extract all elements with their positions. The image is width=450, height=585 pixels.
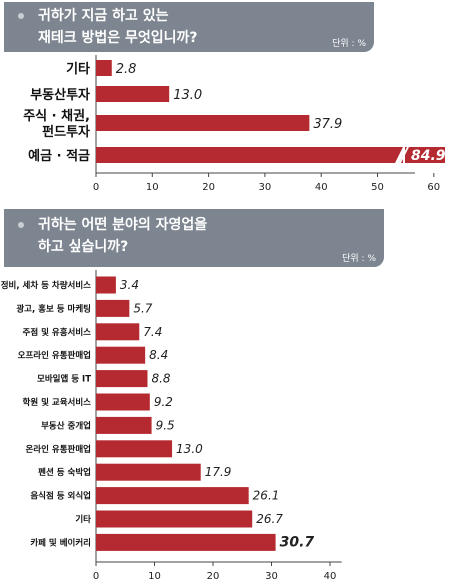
chart-1-title-line-2: 재테크 방법은 무엇입니까? [38, 30, 198, 46]
category-label: 카페 및 베이커리 [30, 537, 91, 548]
value-label: 13.0 [176, 442, 203, 456]
chart-2-title-box: 귀하는 어떤 분야의 자영업을 하고 싶습니까? 단위 : % [4, 209, 384, 267]
bar-3 [96, 147, 403, 163]
value-label: 3.4 [120, 278, 139, 292]
chart-2-unit: 단위 : % [342, 254, 376, 264]
bar-5 [96, 393, 150, 411]
bar-1 [96, 299, 130, 317]
bar-0 [96, 276, 116, 294]
axis-break-mark [395, 147, 407, 163]
chart-2-title-line-2: 하고 싶습니까? [38, 239, 129, 255]
chart-1-panel: 귀하가 지금 하고 있는 재테크 방법은 무엇입니까? 단위 : % 0 10 20… [0, 0, 450, 200]
x-tick-label: 10 [146, 182, 159, 193]
value-label: 17.9 [205, 465, 232, 479]
chart-2-panel: 귀하는 어떤 분야의 자영업을 하고 싶습니까? 단위 : % 0 10 20 30 4… [0, 205, 450, 585]
bar-3 [96, 346, 146, 364]
value-label: 30.7 [280, 534, 315, 550]
value-label: 7.4 [143, 325, 162, 339]
category-label: 예금 · 적금 [28, 148, 90, 164]
x-tick-label: 40 [324, 571, 337, 582]
category-label: 학원 및 교육서비스 [23, 397, 92, 408]
bar-8 [96, 463, 201, 481]
category-label: 기타 [66, 61, 90, 77]
category-label: 펜션 등 숙박업 [38, 467, 91, 478]
category-label: 펀드투자 [42, 124, 90, 140]
value-label: 9.5 [156, 418, 175, 432]
bar-3-tail [405, 147, 445, 163]
title-bullet-icon [18, 13, 24, 19]
bar-4 [96, 370, 148, 388]
x-tick-label: 40 [315, 182, 328, 193]
category-label: 오프라인 유통판매업 [18, 350, 91, 361]
category-label: 기타 [75, 514, 91, 525]
bar-9 [96, 487, 249, 505]
category-label: 모바일앱 등 IT [37, 374, 91, 385]
bar-11 [96, 533, 276, 551]
value-label: 2.8 [116, 62, 137, 77]
category-label: 음식점 등 외식업 [30, 491, 91, 502]
bar-6 [96, 416, 152, 434]
value-label: 13.0 [173, 88, 202, 103]
bar-2 [96, 115, 310, 131]
value-label: 8.8 [151, 372, 170, 386]
chart-1-plot: 0 10 20 30 40 50 60 2.8 기타 13.0 부동산투자 37.9 주식 · 채권,펀… [23, 55, 446, 193]
bar-7 [96, 440, 173, 458]
x-tick-label: 10 [148, 571, 161, 582]
value-label: 37.9 [313, 117, 342, 132]
x-tick-label: 60 [427, 182, 440, 193]
value-label: 5.7 [133, 301, 152, 315]
x-tick-label: 0 [93, 571, 99, 582]
chart-1-unit: 단위 : % [332, 39, 366, 49]
chart-1-title-box: 귀하가 지금 하고 있는 재테크 방법은 무엇입니까? 단위 : % [4, 2, 374, 52]
value-label: 26.7 [256, 512, 283, 526]
x-tick-label: 0 [93, 182, 99, 193]
chart-2-title-line-1: 귀하는 어떤 분야의 자영업을 [38, 217, 208, 233]
bar-2 [96, 323, 140, 341]
title-bullet-icon [18, 222, 24, 228]
value-label: 84.9 [411, 148, 446, 164]
category-label: 정비, 세차 등 차량서비스 [1, 280, 91, 291]
x-tick-label: 50 [371, 182, 384, 193]
category-label: 부동산 중개업 [41, 420, 91, 431]
value-label: 9.2 [154, 395, 173, 409]
x-tick-label: 20 [202, 182, 215, 193]
category-label: 부동산투자 [30, 87, 90, 103]
axis-break-gap [399, 147, 409, 163]
x-tick-label: 20 [207, 571, 220, 582]
category-label: 온라인 유통판매업 [25, 444, 91, 455]
category-label: 광고, 홍보 등 마케팅 [16, 303, 91, 314]
value-label: 26.1 [253, 489, 280, 503]
bar-0 [96, 60, 112, 76]
chart-1-title-line-1: 귀하가 지금 하고 있는 [38, 8, 169, 24]
bar-10 [96, 510, 253, 528]
bar-1 [96, 86, 170, 102]
category-label: 주식 · 채권, [23, 108, 90, 124]
value-label: 8.4 [149, 348, 168, 362]
x-tick-label: 30 [259, 182, 272, 193]
category-label: 주점 및 유흥서비스 [23, 327, 92, 338]
chart-2-plot: 0 10 20 30 40 3.4 정비, 세차 등 차량서비스 5.7 광고, 홍보 등 마케… [1, 270, 342, 582]
x-tick-label: 30 [265, 571, 278, 582]
